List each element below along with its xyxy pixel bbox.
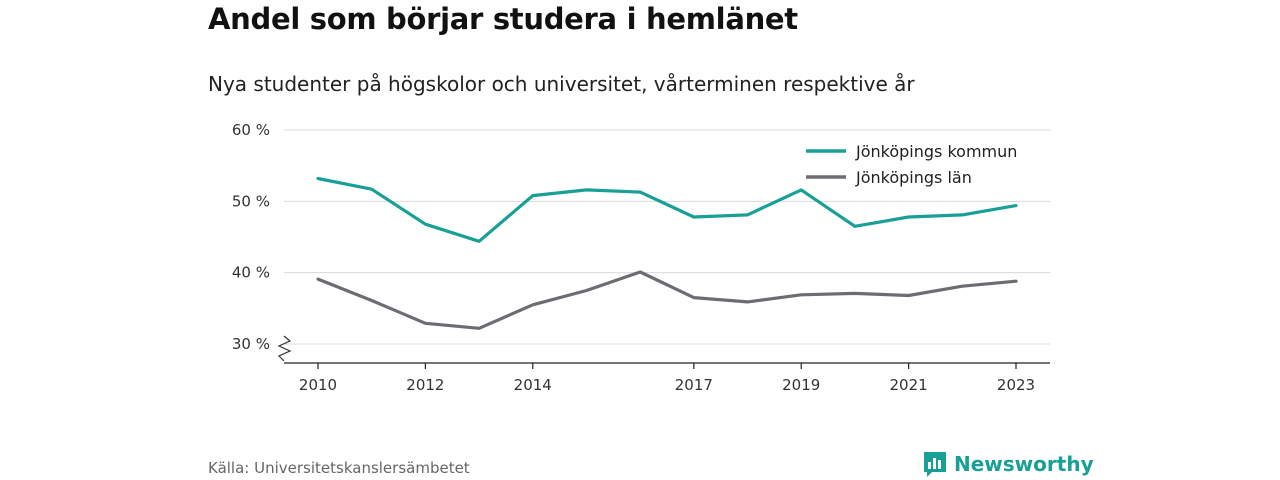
y-tick-label: 30 % (232, 335, 270, 353)
x-tick-label: 2010 (299, 376, 337, 394)
x-tick-label: 2019 (782, 376, 820, 394)
x-tick-label: 2021 (890, 376, 928, 394)
brand-name: Newsworthy (954, 452, 1094, 476)
series-line-1 (316, 270, 1018, 330)
y-tick-label: 40 % (232, 264, 270, 282)
series-line-0 (316, 176, 1018, 243)
x-tick-label: 2017 (675, 376, 713, 394)
legend-label-0: Jönköpings kommun (855, 142, 1017, 161)
x-tick-label: 2023 (997, 376, 1035, 394)
x-tick-label: 2014 (514, 376, 552, 394)
brand-logo: Newsworthy (922, 450, 1094, 478)
source-note: Källa: Universitetskanslersämbetet (208, 459, 470, 477)
y-tick-label: 50 % (232, 192, 270, 210)
chart-subtitle: Nya studenter på högskolor och universit… (208, 72, 915, 96)
line-chart: 30 % 40 % 50 % 60 % 2010 2012 2014 2017 2019 2021… (232, 121, 1050, 394)
legend-label-1: Jönköpings län (855, 168, 972, 187)
bar-chart-logo-icon (924, 452, 946, 477)
axis-break-icon (277, 335, 292, 362)
chart-title: Andel som börjar studera i hemlänet (208, 2, 798, 36)
y-tick-label: 60 % (232, 121, 270, 139)
x-tick-label: 2012 (406, 376, 444, 394)
